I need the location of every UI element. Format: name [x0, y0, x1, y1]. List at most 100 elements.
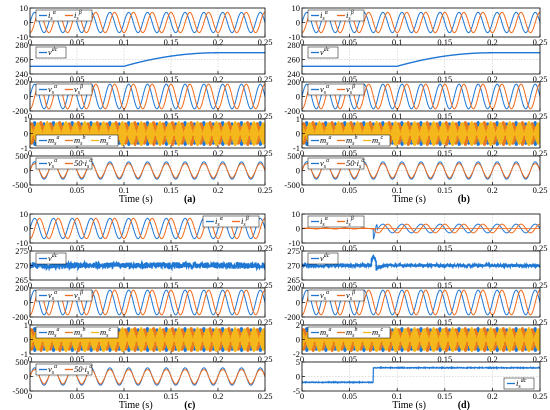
legend-label: vsα: [320, 290, 330, 302]
y-tick-label: 1: [296, 114, 300, 124]
legend: isα isβ: [35, 9, 93, 22]
legend: msa msb msc: [35, 134, 119, 147]
y-tick-label: -10: [289, 32, 300, 42]
x-tick-label: 0: [28, 148, 32, 158]
series-mc: [302, 326, 540, 353]
x-tick-label: 0.1: [392, 280, 403, 290]
subplot-2: 280 260 240 0.05 0.1 0.15 0.2 0.25 0 vdc: [287, 40, 547, 84]
legend-label: isα: [320, 10, 329, 22]
x-tick-label: 0.15: [437, 37, 452, 47]
legend-label: 50·isα: [74, 158, 93, 170]
x-tick-label: 0.05: [70, 317, 85, 327]
x-tick-label: 0: [28, 37, 32, 47]
x-tick-label: 0.25: [258, 74, 273, 84]
x-tick-label: 0.15: [164, 148, 179, 158]
y-tick-label: 0: [24, 298, 28, 308]
legend-label: vdc: [320, 253, 330, 263]
y-tick-label: 0: [296, 298, 300, 308]
x-tick-label: 0.25: [533, 354, 548, 364]
x-tick-label: 0.2: [213, 354, 224, 364]
legend-label: vsα: [48, 84, 58, 96]
y-tick-label: -200: [12, 312, 28, 322]
x-tick-label: 0.05: [342, 37, 357, 47]
x-tick-label: 0.15: [437, 185, 452, 195]
x-tick-label: 0.15: [437, 74, 452, 84]
x-tick-label: 0.2: [487, 37, 498, 47]
x-tick-label: 0.05: [70, 111, 85, 121]
x-tick-label: 0.25: [533, 317, 548, 327]
y-tick-label: 200: [15, 283, 28, 293]
x-tick-label: 0: [300, 354, 304, 364]
legend-label: isβ: [241, 216, 249, 228]
y-tick-label: -500: [12, 180, 28, 190]
legend-label: vsα: [320, 158, 330, 170]
y-tick-label: 10: [20, 209, 29, 219]
x-tick-label: 0.1: [119, 391, 130, 401]
y-tick-label: 0: [24, 224, 28, 234]
x-tick-label: 0.2: [213, 280, 224, 290]
x-tick-label: 0.1: [392, 74, 403, 84]
x-tick-label: 0: [300, 280, 304, 290]
x-tick-label: 0.2: [487, 111, 498, 121]
x-tick-label: 0.25: [258, 148, 273, 158]
legend-label: isβ: [346, 216, 354, 228]
y-tick-label: 280: [287, 40, 300, 50]
x-tick-label: 0.15: [437, 148, 452, 158]
series-pre: [302, 227, 540, 230]
x-tick-label: 0.15: [164, 391, 179, 401]
legend-label: msb: [346, 135, 357, 147]
x-tick-label: 0.1: [119, 37, 130, 47]
x-tick-label: 0.25: [258, 243, 273, 253]
series-beta: [302, 11, 540, 34]
legend-label: msa: [320, 135, 331, 147]
y-tick-label: -500: [12, 386, 28, 396]
x-tick-label: 0.2: [213, 185, 224, 195]
legend: vsα vsβ: [307, 289, 365, 302]
x-tick-label: 0.2: [213, 74, 224, 84]
x-tick-label: 0.15: [164, 74, 179, 84]
x-tick-label: 0: [28, 391, 32, 401]
series-beta: [302, 83, 540, 110]
legend-label: msb: [74, 327, 85, 339]
panel-label: (d): [458, 400, 470, 410]
y-tick-label: 0: [24, 335, 28, 345]
legend-label: vsβ: [346, 84, 355, 96]
x-tick-label: 0.1: [119, 280, 130, 290]
y-tick-label: -200: [12, 106, 28, 116]
series-beta: [30, 289, 265, 316]
legend-label: 50·isα: [74, 364, 93, 376]
legend: msa msb msc: [35, 326, 119, 339]
legend-label: msc: [372, 135, 383, 147]
y-tick-label: 0: [24, 372, 28, 382]
x-tick-label: 0: [28, 111, 32, 121]
series-vdc: [302, 52, 540, 67]
x-axis-label: Time (s): [119, 400, 153, 410]
x-tick-label: 0: [300, 148, 304, 158]
x-tick-label: 0.25: [533, 111, 548, 121]
legend: vsα vsβ: [35, 289, 93, 302]
x-tick-label: 0.1: [119, 317, 130, 327]
y-tick-label: 280: [15, 40, 28, 50]
legend-label: vsα: [48, 364, 58, 376]
x-tick-label: 0.1: [392, 354, 403, 364]
x-tick-label: 0.05: [342, 74, 357, 84]
x-tick-label: 0: [28, 280, 32, 290]
x-tick-label: 0.1: [392, 185, 403, 195]
x-tick-label: 0.25: [533, 391, 548, 401]
series-vdc: [30, 259, 265, 272]
x-tick-label: 0.05: [342, 148, 357, 158]
y-tick-label: 5: [296, 357, 300, 367]
x-tick-label: 0.05: [70, 243, 85, 253]
legend-label: vsβ: [346, 290, 355, 302]
series-vdc: [30, 52, 265, 67]
legend-label: msc: [100, 135, 111, 147]
legend-label: isα: [48, 10, 57, 22]
x-tick-label: 0: [300, 317, 304, 327]
y-tick-label: 0: [296, 335, 300, 345]
